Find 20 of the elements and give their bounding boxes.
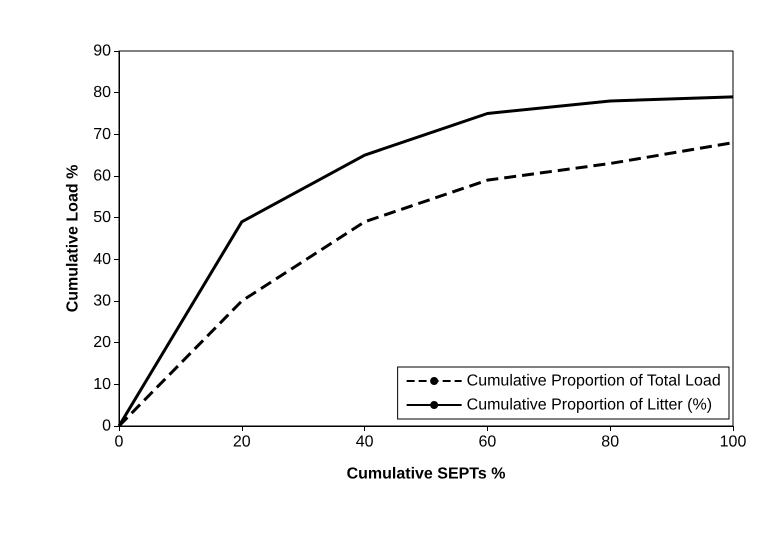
y-tick-label: 0 xyxy=(102,418,112,434)
x-tick-label: 100 xyxy=(720,434,746,450)
y-tick-label: 10 xyxy=(93,376,112,393)
y-tick-label: 80 xyxy=(93,84,112,102)
x-tick-label: 20 xyxy=(232,434,251,450)
x-tick-label: 60 xyxy=(478,434,496,450)
x-tick-label: 80 xyxy=(601,434,620,450)
y-tick-label: 30 xyxy=(93,292,112,310)
y-tick-label: 90 xyxy=(93,42,112,60)
y-tick-label: 70 xyxy=(93,126,112,143)
x-axis-title: Cumulative SEPTs % xyxy=(346,466,506,482)
y-tick-label: 20 xyxy=(93,334,112,352)
y-tick-label: 50 xyxy=(93,209,112,226)
y-tick-label: 40 xyxy=(93,250,112,268)
x-tick-label: 40 xyxy=(356,434,374,450)
legend-label: Cumulative Proportion of Litter (%) xyxy=(466,396,712,414)
y-axis-title: Cumulative Load % xyxy=(64,164,82,312)
y-tick-label: 60 xyxy=(93,168,112,184)
legend-label: Cumulative Proportion of Total Load xyxy=(466,372,721,390)
x-tick-label: 0 xyxy=(114,434,124,450)
